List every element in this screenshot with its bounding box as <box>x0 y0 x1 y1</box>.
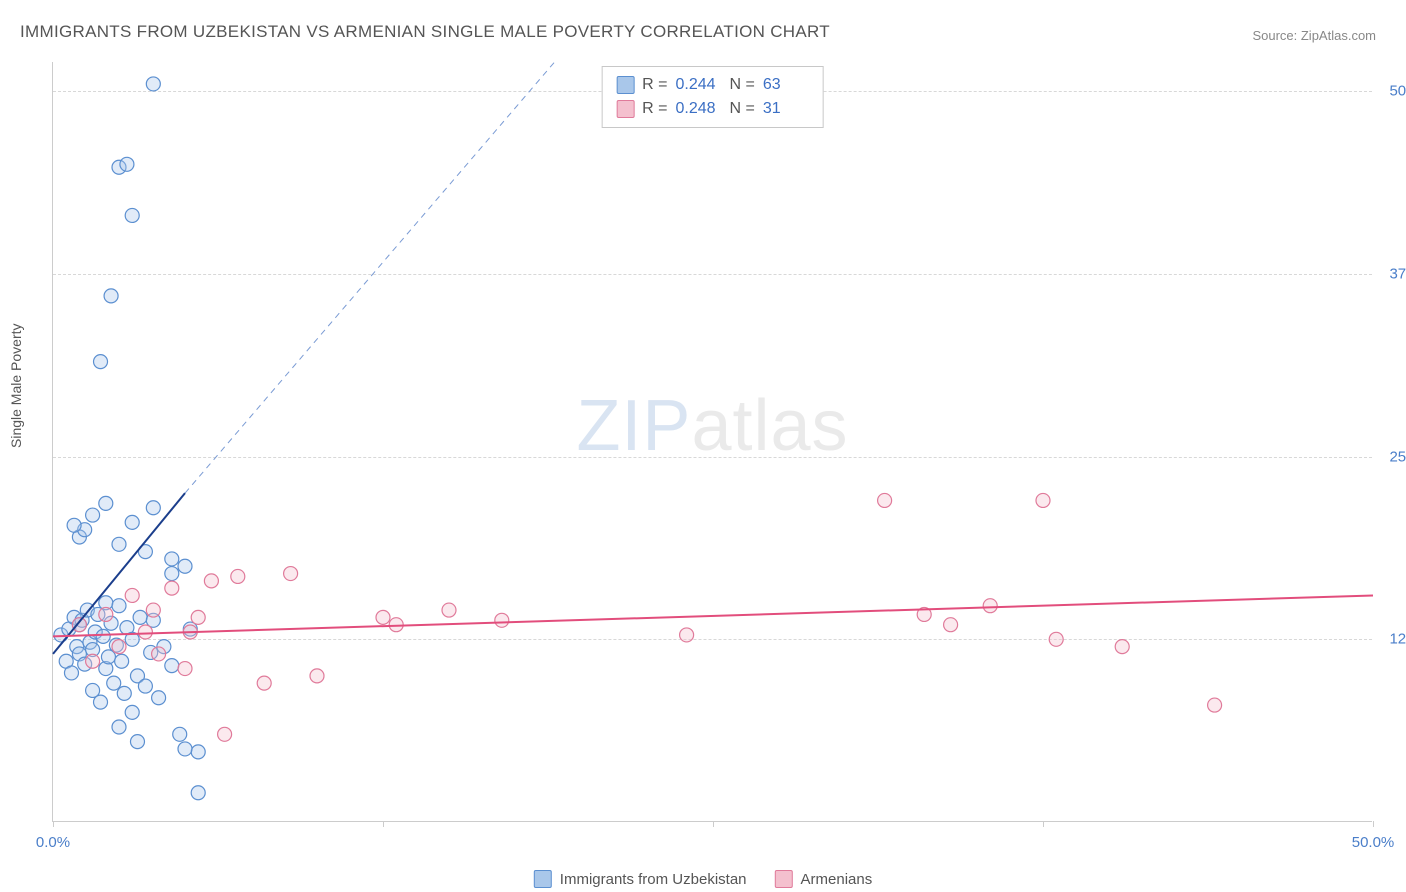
regression-dashed <box>185 62 555 493</box>
scatter-point <box>376 610 390 624</box>
scatter-point <box>191 610 205 624</box>
scatter-point <box>310 669 324 683</box>
chart-title: IMMIGRANTS FROM UZBEKISTAN VS ARMENIAN S… <box>20 22 830 42</box>
scatter-point <box>495 613 509 627</box>
scatter-point <box>178 559 192 573</box>
scatter-point <box>218 727 232 741</box>
x-tick-label: 50.0% <box>1352 834 1395 851</box>
scatter-point <box>146 603 160 617</box>
scatter-point <box>191 786 205 800</box>
bottom-legend: Immigrants from Uzbekistan Armenians <box>534 870 872 888</box>
stat-r-label: R = <box>642 73 667 97</box>
legend-swatch <box>534 870 552 888</box>
scatter-point <box>983 599 997 613</box>
scatter-point <box>204 574 218 588</box>
scatter-point <box>125 208 139 222</box>
scatter-point <box>99 496 113 510</box>
stat-n-label: N = <box>730 97 755 121</box>
regression-line <box>53 595 1373 636</box>
bottom-legend-item: Armenians <box>775 870 873 888</box>
scatter-point <box>165 567 179 581</box>
legend-label: Armenians <box>801 871 873 888</box>
scatter-point <box>944 618 958 632</box>
scatter-point <box>165 552 179 566</box>
scatter-point <box>99 607 113 621</box>
scatter-point <box>1036 493 1050 507</box>
stat-legend: R = 0.244 N = 63 R = 0.248 N = 31 <box>601 66 824 128</box>
scatter-point <box>120 157 134 171</box>
y-tick-label: 25.0% <box>1377 448 1406 465</box>
scatter-point <box>178 662 192 676</box>
scatter-point <box>96 629 110 643</box>
scatter-point <box>152 647 166 661</box>
scatter-point <box>878 493 892 507</box>
scatter-point <box>94 695 108 709</box>
y-tick-label: 50.0% <box>1377 83 1406 100</box>
y-tick-label: 12.5% <box>1377 631 1406 648</box>
stat-r-value: 0.248 <box>676 97 722 121</box>
stat-r-label: R = <box>642 97 667 121</box>
plot-area: ZIPatlas 12.5%25.0%37.5%50.0% 0.0%50.0% … <box>52 62 1372 822</box>
scatter-point <box>1115 640 1129 654</box>
scatter-point <box>178 742 192 756</box>
scatter-point <box>152 691 166 705</box>
bottom-legend-item: Immigrants from Uzbekistan <box>534 870 747 888</box>
scatter-point <box>94 355 108 369</box>
legend-label: Immigrants from Uzbekistan <box>560 871 747 888</box>
scatter-point <box>138 625 152 639</box>
scatter-point <box>138 679 152 693</box>
scatter-point <box>1049 632 1063 646</box>
source-label: Source: ZipAtlas.com <box>1252 28 1376 43</box>
scatter-point <box>112 537 126 551</box>
scatter-point <box>231 569 245 583</box>
y-tick-label: 37.5% <box>1377 265 1406 282</box>
scatter-point <box>104 289 118 303</box>
stat-r-value: 0.244 <box>676 73 722 97</box>
scatter-point <box>64 666 78 680</box>
scatter-point <box>112 720 126 734</box>
x-tick-mark <box>1373 821 1374 827</box>
scatter-point <box>284 567 298 581</box>
stat-n-label: N = <box>730 73 755 97</box>
y-axis-title: Single Male Poverty <box>8 323 24 448</box>
x-tick-label: 0.0% <box>36 834 70 851</box>
chart-svg <box>53 62 1372 821</box>
x-tick-mark <box>1043 821 1044 827</box>
scatter-point <box>86 508 100 522</box>
stat-legend-row: R = 0.248 N = 31 <box>616 97 809 121</box>
scatter-point <box>191 745 205 759</box>
scatter-point <box>1208 698 1222 712</box>
scatter-point <box>125 588 139 602</box>
stat-n-value: 63 <box>763 73 809 97</box>
scatter-point <box>125 705 139 719</box>
scatter-point <box>117 686 131 700</box>
x-tick-mark <box>383 821 384 827</box>
scatter-point <box>107 676 121 690</box>
stat-legend-row: R = 0.244 N = 63 <box>616 73 809 97</box>
scatter-point <box>165 659 179 673</box>
scatter-point <box>115 654 129 668</box>
scatter-point <box>442 603 456 617</box>
scatter-point <box>130 735 144 749</box>
scatter-point <box>125 515 139 529</box>
scatter-point <box>67 518 81 532</box>
scatter-point <box>165 581 179 595</box>
legend-swatch <box>616 100 634 118</box>
scatter-point <box>133 610 147 624</box>
scatter-point <box>72 618 86 632</box>
scatter-point <box>112 640 126 654</box>
scatter-point <box>680 628 694 642</box>
x-tick-mark <box>53 821 54 827</box>
scatter-point <box>146 77 160 91</box>
scatter-point <box>146 501 160 515</box>
scatter-point <box>86 654 100 668</box>
scatter-point <box>173 727 187 741</box>
stat-n-value: 31 <box>763 97 809 121</box>
legend-swatch <box>775 870 793 888</box>
scatter-point <box>112 599 126 613</box>
x-tick-mark <box>713 821 714 827</box>
legend-swatch <box>616 76 634 94</box>
scatter-point <box>257 676 271 690</box>
